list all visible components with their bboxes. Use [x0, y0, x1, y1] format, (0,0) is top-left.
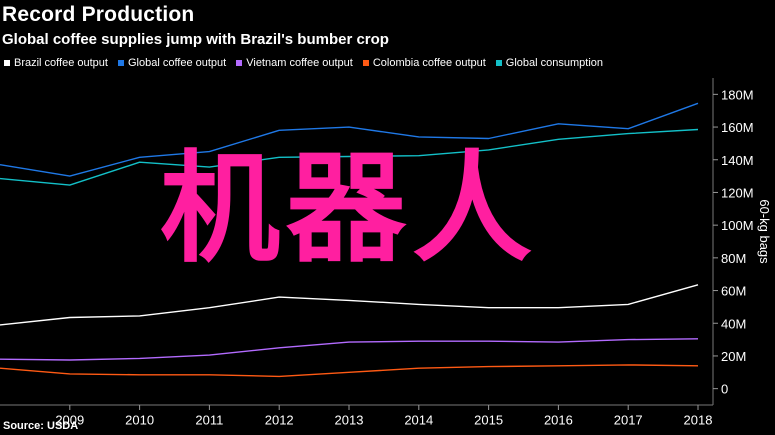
series-line-brazil-coffee-output: [0, 284, 699, 326]
y-tick-label: 20M: [721, 349, 746, 364]
legend-swatch: [495, 60, 502, 66]
legend-label: Colombia coffee output: [372, 57, 486, 69]
legend-label: Brazil coffee output: [14, 57, 108, 69]
y-tick-label: 140M: [721, 153, 754, 168]
series-line-global-coffee-output: [0, 102, 699, 177]
legend-item: Global coffee output: [117, 57, 227, 69]
y-tick-label: 40M: [721, 316, 746, 331]
y-tick-label: 80M: [721, 251, 746, 266]
legend-label: Global consumption: [505, 57, 604, 69]
x-tick-label: 2013: [335, 413, 364, 428]
legend-swatch: [236, 60, 243, 66]
chart-subtitle: Global coffee supplies jump with Brazil'…: [2, 31, 389, 48]
y-tick-label: 60M: [721, 284, 746, 299]
x-tick-label: 2017: [614, 413, 643, 428]
x-tick-label: 2015: [474, 413, 503, 428]
x-tick-label: 2016: [544, 413, 573, 428]
x-tick-label: 2014: [404, 413, 433, 428]
legend-label: Vietnam coffee output: [246, 57, 353, 69]
y-tick-label: 100M: [721, 218, 754, 233]
y-tick-label: 180M: [721, 87, 754, 102]
x-tick-label: 2010: [125, 413, 154, 428]
x-tick-label: 2018: [684, 413, 713, 428]
legend-item: Brazil coffee output: [4, 57, 108, 69]
y-tick-label: 0: [721, 382, 728, 397]
x-tick-label: 2009: [55, 413, 84, 428]
y-tick-label: 120M: [721, 185, 754, 200]
series-line-colombia-coffee-output: [0, 364, 699, 378]
watermark-text: 机器人: [160, 140, 538, 279]
legend-item: Colombia coffee output: [362, 57, 486, 69]
y-tick-label: 160M: [721, 120, 754, 135]
source-note: Source: USDA: [3, 420, 79, 432]
series-line-vietnam-coffee-output: [0, 338, 699, 361]
series-line-global-consumption: [0, 128, 699, 186]
y-axis-label: 60-kg bags: [757, 199, 772, 264]
x-tick-label: 2012: [265, 413, 294, 428]
legend-swatch: [4, 60, 10, 66]
legend-label: Global coffee output: [127, 57, 227, 69]
legend-item: Vietnam coffee output: [236, 57, 353, 69]
chart-title: Record Production: [2, 3, 195, 26]
legend-item: Global consumption: [495, 57, 604, 69]
legend-swatch: [117, 60, 124, 66]
chart-legend: Brazil coffee output Global coffee output…: [4, 57, 603, 69]
x-tick-label: 2011: [195, 413, 223, 428]
legend-swatch: [362, 60, 369, 66]
